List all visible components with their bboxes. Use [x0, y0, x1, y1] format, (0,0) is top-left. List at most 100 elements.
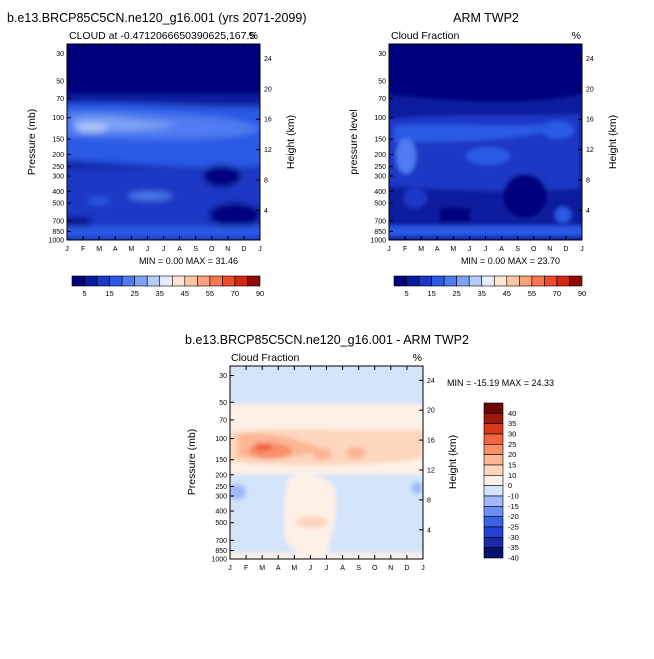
model-x-tick-label: N — [225, 246, 230, 253]
model-colorbar-box — [184, 275, 198, 287]
diff-y2-tick-label: 8 — [427, 497, 431, 504]
obs-colorbar-label: 55 — [528, 289, 536, 298]
diff-y-tick-label: 300 — [215, 494, 227, 501]
diff-colorbar-label: 25 — [508, 440, 516, 449]
diff-left-label: Cloud Fraction — [231, 352, 299, 364]
model-colorbar-box — [84, 275, 98, 287]
obs-x-tick-label: A — [435, 246, 440, 253]
obs-colorbar-box — [556, 275, 570, 287]
model-colorbar-box — [96, 275, 110, 287]
model-colorbar-box — [159, 275, 173, 287]
diff-y-axis-label: Pressure (mb) — [186, 429, 198, 496]
obs-colorbar-box — [431, 275, 445, 287]
obs-y-tick-label: 250 — [374, 164, 386, 171]
diff-colorbar-box — [483, 547, 504, 559]
obs-y-tick-label: 500 — [374, 201, 386, 208]
diff-y-tick-label: 100 — [215, 436, 227, 443]
diff-x-tick-label: J — [228, 565, 232, 572]
diff-y-tick-label: 250 — [215, 484, 227, 491]
model-y2-tick-label: 16 — [264, 117, 272, 124]
model-x-tick-label: M — [128, 246, 134, 253]
obs-y-tick-label: 1000 — [370, 238, 386, 245]
diff-x-tick-label: J — [309, 565, 313, 572]
diff-colorbar-box — [483, 485, 504, 497]
model-x-tick-label: M — [96, 246, 102, 253]
obs-units-label: % — [572, 30, 581, 42]
diff-x-tick-label: D — [404, 565, 409, 572]
obs-title: ARM TWP2 — [453, 11, 519, 25]
obs-colorbar-box — [544, 275, 558, 287]
diff-x-tick-label: M — [291, 565, 297, 572]
model-colorbar-label: 15 — [105, 289, 113, 298]
obs-y-tick-label: 70 — [378, 96, 386, 103]
obs-x-tick-label: N — [547, 246, 552, 253]
obs-y2-tick-label: 24 — [586, 56, 594, 63]
diff-colorbar-label: 0 — [508, 481, 512, 490]
obs-y-tick-label: 200 — [374, 152, 386, 159]
model-colorbar: 5 15 25 35 45 55 70 90 — [71, 275, 264, 298]
diff-axes: J F M A M J J A S O N D J 30 50 70 100 150 200 250 300 400 500… — [211, 366, 435, 572]
diff-y-tick-label: 30 — [219, 373, 227, 380]
diff-colorbar-box — [483, 444, 504, 455]
diff-y-tick-label: 850 — [215, 548, 227, 555]
obs-colorbar-label: 15 — [427, 289, 435, 298]
model-min-max: MIN = 0.00 MAX = 31.46 — [139, 256, 238, 266]
model-axes: J F M A M J J A S O N D J 30 50 70 100 150 200 250 300 400 500… — [48, 44, 272, 253]
model-y-tick-label: 150 — [52, 137, 64, 144]
obs-x-tick-label: S — [515, 246, 520, 253]
diff-colorbar-box — [483, 495, 504, 507]
diff-colorbar-label: 10 — [508, 471, 516, 480]
diff-colorbar-label: 30 — [508, 430, 516, 439]
diff-colorbar-label: -35 — [508, 543, 519, 552]
diff-y-tick-label: 400 — [215, 509, 227, 516]
obs-x-tick-label: J — [580, 246, 584, 253]
diff-min-max: MIN = -15.19 MAX = 24.33 — [447, 378, 554, 388]
diff-colorbar-label: -25 — [508, 523, 519, 532]
obs-y-axis-label: pressure level — [348, 109, 360, 174]
diff-colorbar-label: -40 — [508, 554, 519, 563]
obs-colorbar: 5 15 25 35 45 55 70 90 — [393, 275, 586, 298]
diff-title: b.e13.BRCP85C5CN.ne120_g16.001 - ARM TWP… — [185, 333, 469, 347]
diff-x-tick-label: A — [276, 565, 281, 572]
model-colorbar-label: 55 — [206, 289, 214, 298]
diff-y2-axis-label: Height (km) — [447, 435, 459, 489]
panel-diff: b.e13.BRCP85C5CN.ne120_g16.001 - ARM TWP… — [185, 333, 554, 572]
model-y-tick-label: 200 — [52, 152, 64, 159]
model-colorbar-box — [209, 275, 223, 287]
diff-y2-tick-label: 4 — [427, 527, 431, 534]
diff-colorbar-box — [483, 423, 504, 435]
diff-x-tick-label: S — [356, 565, 361, 572]
obs-left-label: Cloud Fraction — [391, 30, 459, 42]
obs-x-tick-label: A — [499, 246, 504, 253]
diff-field — [230, 366, 423, 559]
model-y-tick-label: 400 — [52, 189, 64, 196]
model-x-tick-label: D — [241, 246, 246, 253]
diff-colorbar-label: 35 — [508, 419, 516, 428]
obs-colorbar-box — [443, 275, 457, 287]
model-units-label: % — [249, 30, 258, 42]
obs-colorbar-box — [406, 275, 420, 287]
model-y-tick-label: 1000 — [48, 238, 64, 245]
model-colorbar-box — [146, 275, 161, 287]
diff-colorbar-label: 20 — [508, 450, 516, 459]
model-colorbar-label: 70 — [231, 289, 239, 298]
diff-y-tick-label: 500 — [215, 520, 227, 527]
obs-y-tick-label: 150 — [374, 137, 386, 144]
model-title: b.e13.BRCP85C5CN.ne120_g16.001 (yrs 2071… — [7, 11, 307, 25]
diff-colorbar-box — [483, 433, 504, 445]
model-y-tick-label: 250 — [52, 164, 64, 171]
obs-colorbar-label: 5 — [404, 289, 408, 298]
model-x-tick-label: A — [113, 246, 118, 253]
model-colorbar-box — [109, 275, 123, 287]
diff-y2-tick-label: 16 — [427, 438, 435, 445]
obs-y2-axis-label: Height (km) — [607, 115, 619, 169]
obs-y-tick-label: 300 — [374, 174, 386, 181]
obs-x-tick-label: J — [468, 246, 472, 253]
model-x-tick-label: J — [146, 246, 150, 253]
diff-x-tick-label: O — [372, 565, 378, 572]
obs-colorbar-label: 70 — [553, 289, 561, 298]
model-x-tick-label: O — [209, 246, 215, 253]
model-y2-tick-label: 12 — [264, 147, 272, 154]
